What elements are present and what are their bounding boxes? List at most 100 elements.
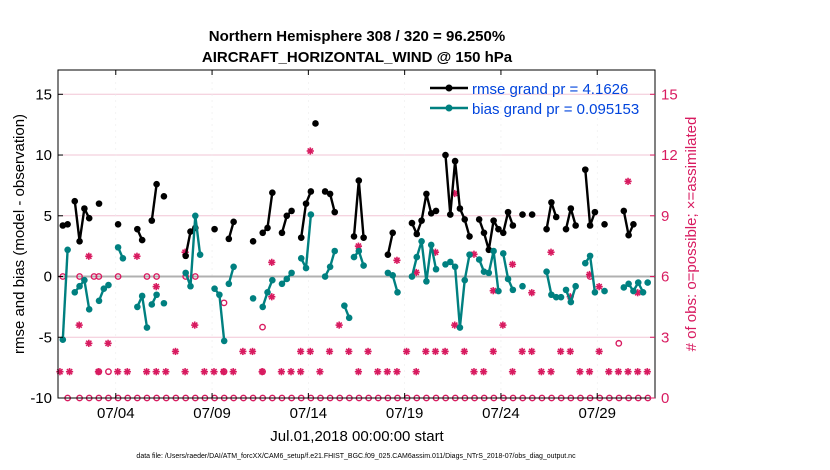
obs-assimilated-stroke xyxy=(297,368,304,375)
obs-assimilated-stroke xyxy=(210,368,218,375)
x-tick-label: 07/04 xyxy=(97,405,135,422)
obs-possible-marker xyxy=(105,368,112,376)
rmse-point xyxy=(350,233,358,240)
obs-assimilated-marker xyxy=(441,347,449,356)
bias-point xyxy=(360,262,367,269)
bias-point xyxy=(100,285,108,292)
obs-assimilated-marker xyxy=(75,321,83,329)
obs-assimilated-stroke xyxy=(461,348,468,355)
obs-assimilated-stroke xyxy=(470,368,478,375)
rmse-point xyxy=(153,180,160,188)
obs-assimilated-marker xyxy=(499,321,507,329)
rmse-point xyxy=(288,207,295,215)
bias-point xyxy=(581,259,589,267)
rmse-point xyxy=(461,216,469,223)
rmse-point xyxy=(76,237,83,245)
obs-assimilated-marker xyxy=(634,368,642,376)
obs-assimilated-marker xyxy=(345,347,353,356)
obs-possible-marker xyxy=(143,273,151,280)
rmse-point xyxy=(591,208,599,216)
bias-point xyxy=(259,303,267,311)
bias-point xyxy=(76,282,83,290)
bias-point xyxy=(220,337,228,345)
rmse-point xyxy=(480,229,488,237)
rmse-point xyxy=(182,252,189,260)
bias-point xyxy=(148,301,156,308)
bias-point xyxy=(143,324,151,331)
y2-tick-label: 3 xyxy=(661,329,669,346)
bias-point xyxy=(307,211,315,218)
obs-assimilated-stroke xyxy=(268,259,275,266)
obs-assimilated-stroke xyxy=(239,348,247,355)
obs-possible-marker xyxy=(76,273,83,280)
obs-assimilated-marker xyxy=(508,260,517,268)
rmse-point xyxy=(283,212,291,220)
obs-assimilated-stroke xyxy=(326,348,333,355)
obs-assimilated-stroke xyxy=(268,293,275,300)
rmse-point xyxy=(312,120,319,127)
obs-assimilated-stroke xyxy=(297,348,304,355)
obs-assimilated-marker xyxy=(94,368,103,376)
obs-assimilated-marker xyxy=(402,347,411,356)
obs-assimilated-stroke xyxy=(85,253,92,260)
rmse-point xyxy=(418,217,425,224)
y2-axis-label: # of obs: o=possible; ×=assimilated xyxy=(683,117,700,352)
obs-assimilated-marker xyxy=(383,368,391,376)
plot-area xyxy=(58,70,655,398)
rmse-point xyxy=(264,224,271,232)
rmse-point xyxy=(148,217,156,224)
obs-assimilated-marker xyxy=(152,283,160,291)
obs-assimilated-stroke xyxy=(480,368,487,375)
rmse-point xyxy=(475,216,483,223)
rmse-point xyxy=(278,229,286,237)
obs-assimilated-marker xyxy=(557,347,565,356)
obs-assimilated-stroke xyxy=(547,368,555,375)
rmse-point xyxy=(95,200,103,207)
obs-assimilated-stroke xyxy=(413,368,420,375)
obs-assimilated-stroke xyxy=(287,368,295,375)
bias-line xyxy=(61,249,69,340)
obs-assimilated-marker xyxy=(258,368,266,376)
obs-assimilated-marker xyxy=(297,347,305,356)
rmse-point xyxy=(581,166,589,173)
obs-assimilated-stroke xyxy=(605,368,612,375)
obs-assimilated-marker xyxy=(65,368,74,376)
bias-point xyxy=(461,276,469,284)
obs-assimilated-marker xyxy=(142,368,151,376)
rmse-point xyxy=(249,237,257,245)
obs-assimilated-stroke xyxy=(538,368,545,375)
rmse-line xyxy=(386,232,394,255)
obs-assimilated-marker xyxy=(566,347,574,356)
obs-assimilated-marker xyxy=(480,368,488,376)
obs-assimilated-stroke xyxy=(557,348,564,355)
rmse-point xyxy=(269,189,276,196)
obs-assimilated-marker xyxy=(451,321,459,329)
obs-assimilated-stroke xyxy=(384,368,391,375)
obs-assimilated-marker xyxy=(508,368,517,376)
obs-assimilated-stroke xyxy=(432,348,439,355)
obs-assimilated-marker xyxy=(123,368,131,376)
obs-assimilated-stroke xyxy=(307,348,314,355)
obs-assimilated-stroke xyxy=(95,368,102,375)
obs-possible-marker xyxy=(615,339,623,347)
obs-assimilated-stroke xyxy=(104,340,112,347)
obs-assimilated-marker xyxy=(171,347,180,356)
rmse-point xyxy=(499,229,507,237)
bias-point xyxy=(557,293,565,301)
bias-point xyxy=(182,269,189,277)
obs-assimilated-marker xyxy=(200,368,208,376)
rmse-point xyxy=(160,193,168,200)
obs-assimilated-marker xyxy=(210,368,218,376)
obs-assimilated-marker xyxy=(595,283,603,291)
grid xyxy=(58,70,655,398)
obs-assimilated-marker xyxy=(229,368,237,376)
obs-assimilated-stroke xyxy=(586,368,593,375)
obs-assimilated-marker xyxy=(595,347,603,356)
obs-assimilated-stroke xyxy=(143,368,150,375)
bias-point xyxy=(389,272,397,279)
obs-assimilated-marker xyxy=(335,321,343,329)
obs-assimilated-marker xyxy=(56,368,64,376)
bias-point xyxy=(562,286,570,294)
obs-assimilated-stroke xyxy=(85,340,92,347)
